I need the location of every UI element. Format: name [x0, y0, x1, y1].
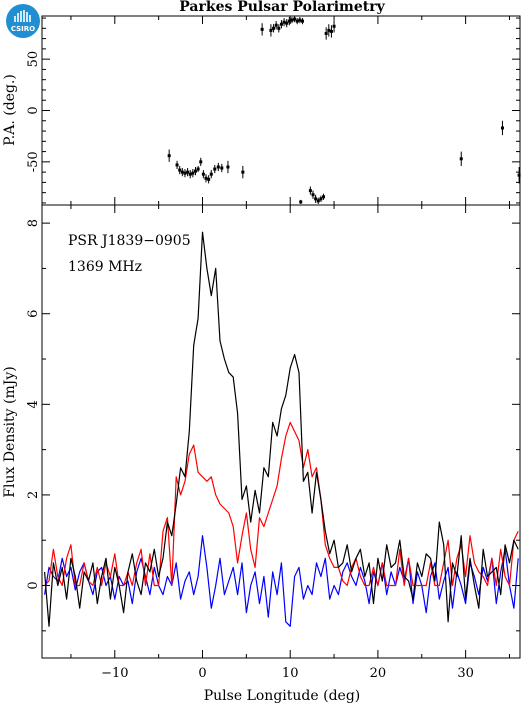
pa-point	[175, 163, 179, 167]
pa-y-tick-label: -50	[26, 151, 41, 172]
chart-title: Parkes Pulsar Polarimetry	[179, 0, 385, 15]
pa-point	[201, 172, 205, 176]
pa-point	[274, 23, 278, 27]
pa-point	[459, 157, 463, 161]
profile-y-tick-label: 2	[26, 491, 41, 499]
csiro-logo-waves-icon	[14, 10, 31, 22]
pa-point	[287, 19, 291, 23]
profile-x-tick-label: 0	[198, 666, 206, 681]
linear-polarization-line	[44, 421, 519, 587]
pa-point	[167, 154, 171, 158]
pa-point	[290, 18, 294, 22]
pa-y-tick-label: 0	[26, 106, 41, 114]
pa-point	[191, 171, 195, 175]
pa-point	[500, 126, 504, 130]
pa-point	[241, 170, 245, 174]
pa-point	[207, 177, 211, 181]
pa-point	[279, 22, 283, 26]
pulsar-name-label: PSR J1839−0905	[68, 233, 191, 249]
pa-point	[322, 195, 326, 199]
pa-point	[178, 168, 182, 172]
pa-point	[204, 176, 208, 180]
pa-point	[196, 167, 200, 171]
pa-point	[188, 172, 192, 176]
profile-x-tick-label: 10	[282, 666, 299, 681]
frequency-label: 1369 MHz	[68, 259, 142, 275]
csiro-logo-badge	[6, 4, 40, 38]
profile-x-tick-label: −10	[101, 666, 128, 681]
pa-point	[269, 28, 273, 32]
pa-point	[293, 17, 297, 21]
profile-y-axis-label: Flux Density (mJy)	[2, 366, 18, 497]
pa-point	[216, 165, 220, 169]
pa-point	[180, 170, 184, 174]
pa-point	[199, 160, 203, 164]
pa-panel-frame	[41, 15, 521, 206]
pa-point	[324, 31, 328, 35]
profile-y-tick-label: 0	[26, 581, 41, 589]
profile-panel-frame	[41, 204, 521, 659]
csiro-logo: CSIRO	[6, 4, 40, 38]
pa-point	[285, 21, 289, 25]
pa-point	[308, 189, 312, 193]
pa-point	[329, 29, 333, 33]
pa-axis-label: P.A. (deg.)	[2, 74, 18, 146]
pa-point	[517, 173, 521, 177]
total-intensity-line	[44, 231, 519, 627]
pa-point	[209, 172, 213, 176]
pa-point	[220, 166, 224, 170]
pa-point	[226, 165, 230, 169]
pa-point	[298, 18, 302, 22]
profile-y-tick-label: 4	[26, 400, 41, 408]
pa-point	[300, 19, 304, 23]
pa-point	[295, 19, 299, 23]
profile-x-axis-label: Pulse Longitude (deg)	[204, 688, 361, 704]
pa-y-tick-label: 50	[26, 51, 41, 68]
pa-point	[282, 20, 286, 24]
pa-point	[299, 200, 303, 204]
pa-axis-ticks: -50 0 50	[26, 16, 520, 205]
pa-point	[332, 24, 336, 28]
profile-y-tick-label: 8	[26, 219, 41, 227]
pa-point	[277, 26, 281, 30]
pa-data-points	[167, 16, 521, 204]
pa-point	[260, 27, 264, 31]
profile-series	[44, 231, 519, 627]
pa-point	[193, 169, 197, 173]
pa-point	[213, 167, 217, 171]
pa-point	[314, 197, 318, 201]
csiro-logo-text: CSIRO	[11, 25, 35, 33]
profile-x-tick-label: 30	[457, 666, 474, 681]
profile-y-tick-label: 6	[26, 310, 41, 318]
pa-point	[316, 199, 320, 203]
pa-point	[186, 170, 190, 174]
pa-point	[311, 193, 315, 197]
pa-point	[319, 197, 323, 201]
profile-x-tick-label: 20	[370, 666, 387, 681]
pa-point	[183, 171, 187, 175]
profile-axis-ticks: −10 0 10 20 30 0 2 4 6 8	[26, 205, 520, 681]
pa-point	[272, 26, 276, 30]
pa-point	[327, 28, 331, 32]
